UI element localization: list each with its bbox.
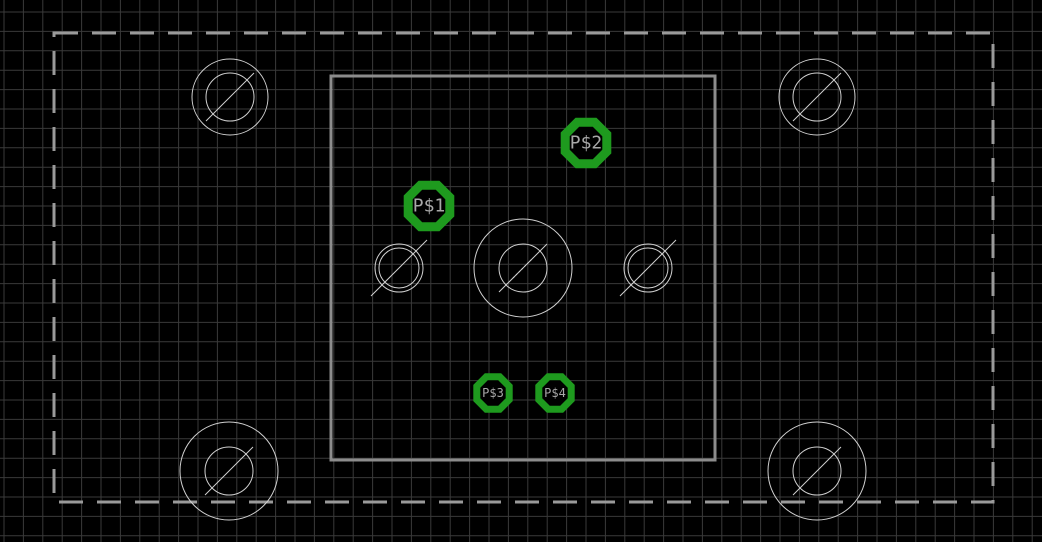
drill-hole-icon xyxy=(792,72,842,122)
board-dimension-outline xyxy=(52,31,995,504)
octagon-pad-icon[interactable] xyxy=(473,373,513,413)
component-outline[interactable] xyxy=(329,74,717,462)
hole-diagonal-mark xyxy=(619,239,677,297)
drill-hole-icon xyxy=(778,58,856,136)
hole-diagonal-mark xyxy=(498,243,548,293)
octagon-pad-icon[interactable] xyxy=(403,180,455,232)
drill-hole-icon xyxy=(498,243,548,293)
mounting-hole-top-left xyxy=(191,58,269,136)
guide-hole-right xyxy=(619,239,677,297)
hole-diagonal-mark xyxy=(370,239,428,297)
drill-holes xyxy=(179,58,867,521)
mounting-hole-top-right xyxy=(778,58,856,136)
pad-2[interactable]: P$2 xyxy=(560,117,612,169)
drill-hole-icon xyxy=(378,247,420,289)
pad-1[interactable]: P$1 xyxy=(403,180,455,232)
drill-hole-icon xyxy=(792,446,842,496)
drill-hole-icon xyxy=(767,421,867,521)
hole-diagonal-mark xyxy=(204,446,254,496)
drill-hole-icon xyxy=(374,243,424,293)
octagon-pad-icon[interactable] xyxy=(560,117,612,169)
drill-hole-icon xyxy=(204,446,254,496)
pad-3[interactable]: P$3 xyxy=(473,373,513,413)
mounting-hole-bottom-right xyxy=(767,421,867,521)
drill-hole-icon xyxy=(205,72,255,122)
pad-4[interactable]: P$4 xyxy=(535,373,575,413)
drill-hole-icon xyxy=(473,218,573,318)
pad-label: P$1 xyxy=(413,196,446,217)
octagon-pad-icon[interactable] xyxy=(535,373,575,413)
drill-hole-icon xyxy=(627,247,669,289)
pad-label: P$3 xyxy=(482,386,504,400)
center-hole xyxy=(473,218,573,318)
drill-hole-icon xyxy=(191,58,269,136)
pad-label: P$4 xyxy=(544,386,566,400)
mounting-hole-bottom-left xyxy=(179,421,279,521)
pads[interactable]: P$1 P$2 P$3 P$4 xyxy=(403,117,612,413)
origin-crosshair-icon xyxy=(512,257,534,279)
pad-label: P$2 xyxy=(570,133,603,154)
hole-diagonal-mark xyxy=(792,72,842,122)
hole-diagonal-mark xyxy=(205,72,255,122)
drill-hole-icon xyxy=(179,421,279,521)
hole-diagonal-mark xyxy=(792,446,842,496)
guide-hole-left xyxy=(370,239,428,297)
drill-hole-icon xyxy=(623,243,673,293)
